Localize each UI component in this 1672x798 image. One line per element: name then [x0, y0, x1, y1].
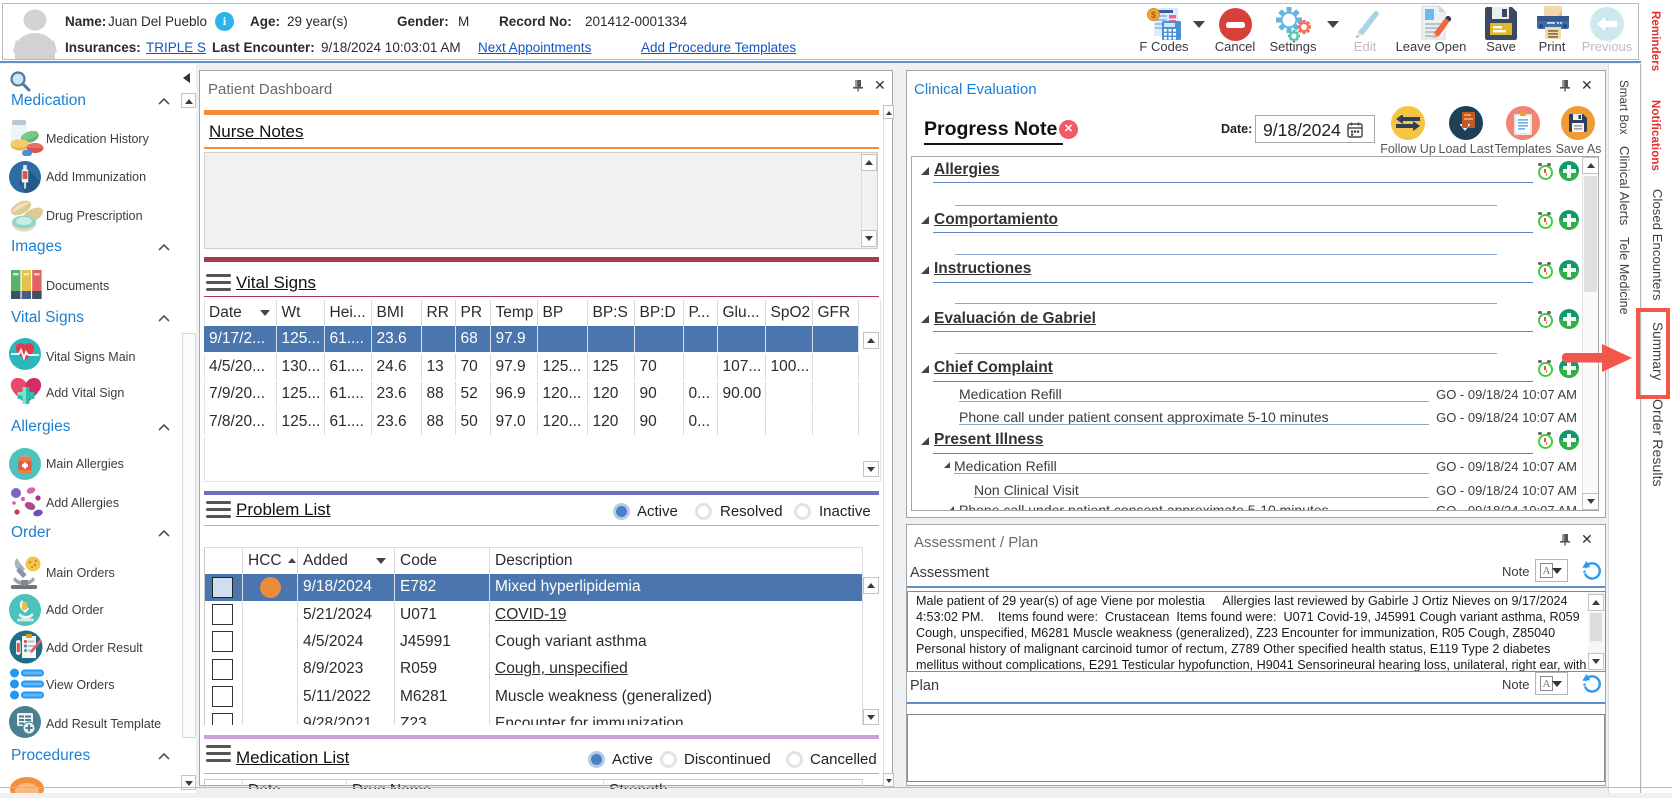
svg-text:$: $: [1151, 10, 1156, 20]
